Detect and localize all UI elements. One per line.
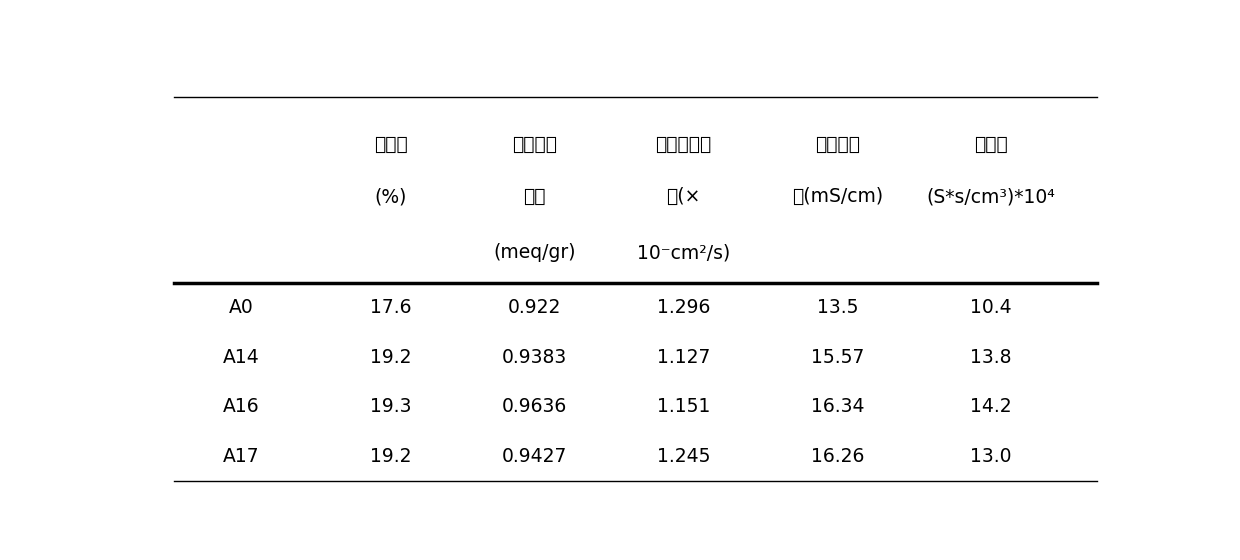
Text: 质子传导: 质子传导 (815, 136, 859, 155)
Text: 14.2: 14.2 (970, 397, 1012, 416)
Text: 1.151: 1.151 (657, 397, 711, 416)
Text: 13.0: 13.0 (971, 447, 1012, 466)
Text: 1.127: 1.127 (657, 348, 711, 367)
Text: 13.8: 13.8 (971, 348, 1012, 367)
Text: 15.57: 15.57 (811, 348, 864, 367)
Text: (%): (%) (374, 187, 407, 206)
Text: 率(×: 率(× (666, 187, 701, 206)
Text: A16: A16 (223, 397, 260, 416)
Text: 钒离子渗透: 钒离子渗透 (656, 136, 712, 155)
Text: A0: A0 (229, 298, 254, 317)
Text: 0.9427: 0.9427 (502, 447, 567, 466)
Text: 0.9636: 0.9636 (502, 397, 567, 416)
Text: 选择性: 选择性 (975, 136, 1008, 155)
Text: (S*s/cm³)*10⁴: (S*s/cm³)*10⁴ (926, 187, 1055, 206)
Text: 率(mS/cm): 率(mS/cm) (792, 187, 883, 206)
Text: 19.3: 19.3 (370, 397, 412, 416)
Text: 离子交换: 离子交换 (512, 136, 557, 155)
Text: 16.26: 16.26 (811, 447, 864, 466)
Text: A14: A14 (223, 348, 260, 367)
Text: 10.4: 10.4 (970, 298, 1012, 317)
Text: A17: A17 (223, 447, 260, 466)
Text: 16.34: 16.34 (811, 397, 864, 416)
Text: 19.2: 19.2 (370, 447, 412, 466)
Text: 0.922: 0.922 (508, 298, 562, 317)
Text: 10⁻cm²/s): 10⁻cm²/s) (637, 243, 730, 262)
Text: 0.9383: 0.9383 (502, 348, 567, 367)
Text: 1.296: 1.296 (657, 298, 711, 317)
Text: 吸水性: 吸水性 (373, 136, 407, 155)
Text: (meq/gr): (meq/gr) (494, 243, 575, 262)
Text: 容量: 容量 (523, 187, 546, 206)
Text: 17.6: 17.6 (370, 298, 412, 317)
Text: 1.245: 1.245 (657, 447, 711, 466)
Text: 13.5: 13.5 (817, 298, 858, 317)
Text: 19.2: 19.2 (370, 348, 412, 367)
